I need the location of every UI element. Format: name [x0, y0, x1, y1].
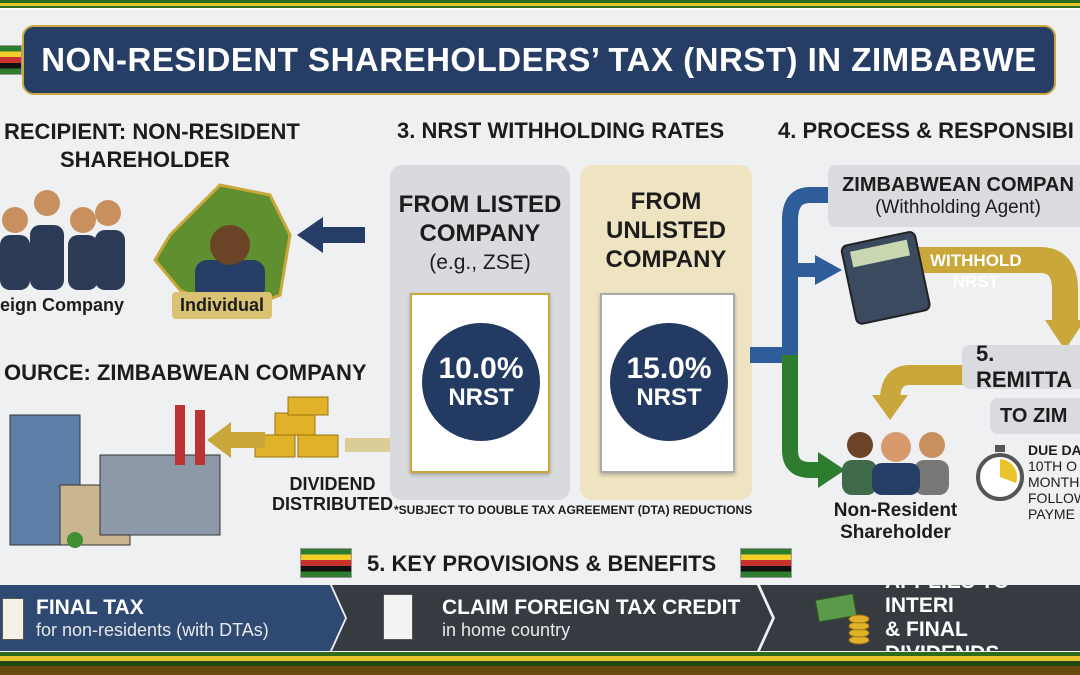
scroll-certificate-icon — [383, 594, 413, 640]
listed-line2: COMPANY — [419, 220, 541, 247]
recipient-heading-line1: RECIPIENT: NON-RESIDENT — [4, 119, 300, 144]
stopwatch-icon — [976, 445, 1024, 501]
individual-label: Individual — [172, 292, 273, 319]
source-heading: OURCE: ZIMBABWEAN COMPANY — [4, 360, 367, 385]
shareholders-people-icon — [842, 432, 949, 495]
process-flow-arrows — [750, 187, 1080, 488]
provision-sub: for non-residents (with DTAs) — [36, 619, 269, 640]
zimbabwe-flag-icon — [740, 548, 792, 578]
arrow-left-icon — [297, 217, 365, 253]
listed-company-panel: FROM LISTED COMPANY (e.g., ZSE) 10.0% NR… — [390, 165, 570, 500]
due-line: PAYME — [1028, 506, 1075, 522]
zimbabwe-map-icon — [153, 183, 292, 317]
unlisted-rate: 15.0% — [626, 352, 712, 386]
remittance-box: 5. REMITTA — [962, 341, 1080, 392]
shareholder-line2: Shareholder — [840, 522, 951, 543]
arrow-left-gold-tail — [345, 438, 390, 452]
certificate-icon: 10.0% NRST — [410, 293, 550, 473]
withhold-line1: WITHHOLD — [930, 251, 1022, 270]
gold-bars-icon — [254, 396, 339, 458]
tax-document-icon — [2, 598, 24, 640]
money-coins-icon — [815, 593, 870, 645]
non-resident-shareholder-label: Non-Resident Shareholder — [828, 500, 963, 544]
recipient-heading: RECIPIENT: NON-RESIDENT SHAREHOLDER — [4, 118, 300, 174]
due-line: DUE DA — [1028, 442, 1080, 458]
dta-footnote: *SUBJECT TO DOUBLE TAX AGREEMENT (DTA) R… — [394, 503, 753, 517]
unlisted-line2: UNLISTED — [606, 217, 726, 244]
provision-sub: & FINAL DIVIDENDS — [885, 618, 999, 651]
due-line: FOLLOW — [1028, 490, 1080, 506]
company-role: (Withholding Agent) — [875, 196, 1041, 218]
unlisted-tax: NRST — [636, 384, 702, 412]
shareholder-line1: Non-Resident — [833, 500, 958, 521]
listed-rate-badge: 10.0% NRST — [422, 323, 540, 441]
due-line: 10TH O — [1028, 458, 1078, 474]
flag-stripe-top — [0, 0, 1080, 10]
foreign-company-people-icon — [0, 190, 125, 290]
unlisted-company-panel: FROM UNLISTED COMPANY 15.0% NRST — [580, 165, 752, 500]
provision-sub: in home country — [442, 619, 571, 640]
remit-to-box: TO ZIM — [990, 398, 1080, 434]
provision-title: FINAL TAX — [36, 595, 144, 619]
due-line: MONTH — [1028, 474, 1080, 490]
unlisted-line1: FROM — [630, 188, 702, 215]
withhold-label: WITHHOLD NRST — [930, 250, 1022, 292]
provision-interim-final-dividends: APPLIES TO INTERI& FINAL DIVIDENDS — [760, 585, 1080, 651]
calculator-icon — [840, 231, 931, 325]
dividend-label-line2: DISTRIBUTED — [272, 494, 393, 514]
process-heading: 4. PROCESS & RESPONSIBI — [778, 118, 1074, 143]
arrow-left-gold-icon — [207, 422, 265, 458]
foreign-company-label: eign Company — [0, 295, 125, 315]
listed-line1: FROM LISTED — [398, 191, 562, 218]
unlisted-line3: COMPANY — [605, 246, 727, 273]
provisions-heading: 5. KEY PROVISIONS & BENEFITS — [367, 551, 717, 576]
page-title: NON-RESIDENT SHAREHOLDERS’ TAX (NRST) IN… — [22, 25, 1056, 95]
provision-title: APPLIES TO INTERI — [885, 570, 1010, 617]
zimbabwe-flag-icon — [0, 45, 22, 75]
document-icon: 15.0% NRST — [600, 293, 735, 473]
dividend-label: DIVIDEND DISTRIBUTED — [272, 474, 393, 514]
withholding-agent-box: ZIMBABWEAN COMPAN (Withholding Agent) — [828, 165, 1080, 227]
listed-rate: 10.0% — [438, 352, 524, 386]
recipient-heading-line2: SHAREHOLDER — [60, 147, 230, 172]
withhold-line2: NRST — [952, 272, 999, 291]
unlisted-rate-badge: 15.0% NRST — [610, 323, 728, 441]
listed-tax: NRST — [448, 384, 514, 412]
rates-heading: 3. NRST WITHHOLDING RATES — [397, 118, 725, 143]
zimbabwe-flag-icon — [300, 548, 352, 578]
company-buildings-icon — [9, 405, 221, 548]
provision-title: CLAIM FOREIGN TAX CREDIT — [442, 595, 741, 619]
company-label: ZIMBABWEAN COMPAN — [842, 173, 1074, 196]
listed-note: (e.g., ZSE) — [429, 251, 531, 274]
due-date-text: DUE DA 10TH O MONTH FOLLOW PAYME — [1028, 442, 1080, 522]
flag-stripe-bottom — [0, 652, 1080, 675]
dividend-label-line1: DIVIDEND — [289, 474, 376, 494]
provision-final-tax: FINAL TAX for non-residents (with DTAs) — [0, 585, 345, 651]
